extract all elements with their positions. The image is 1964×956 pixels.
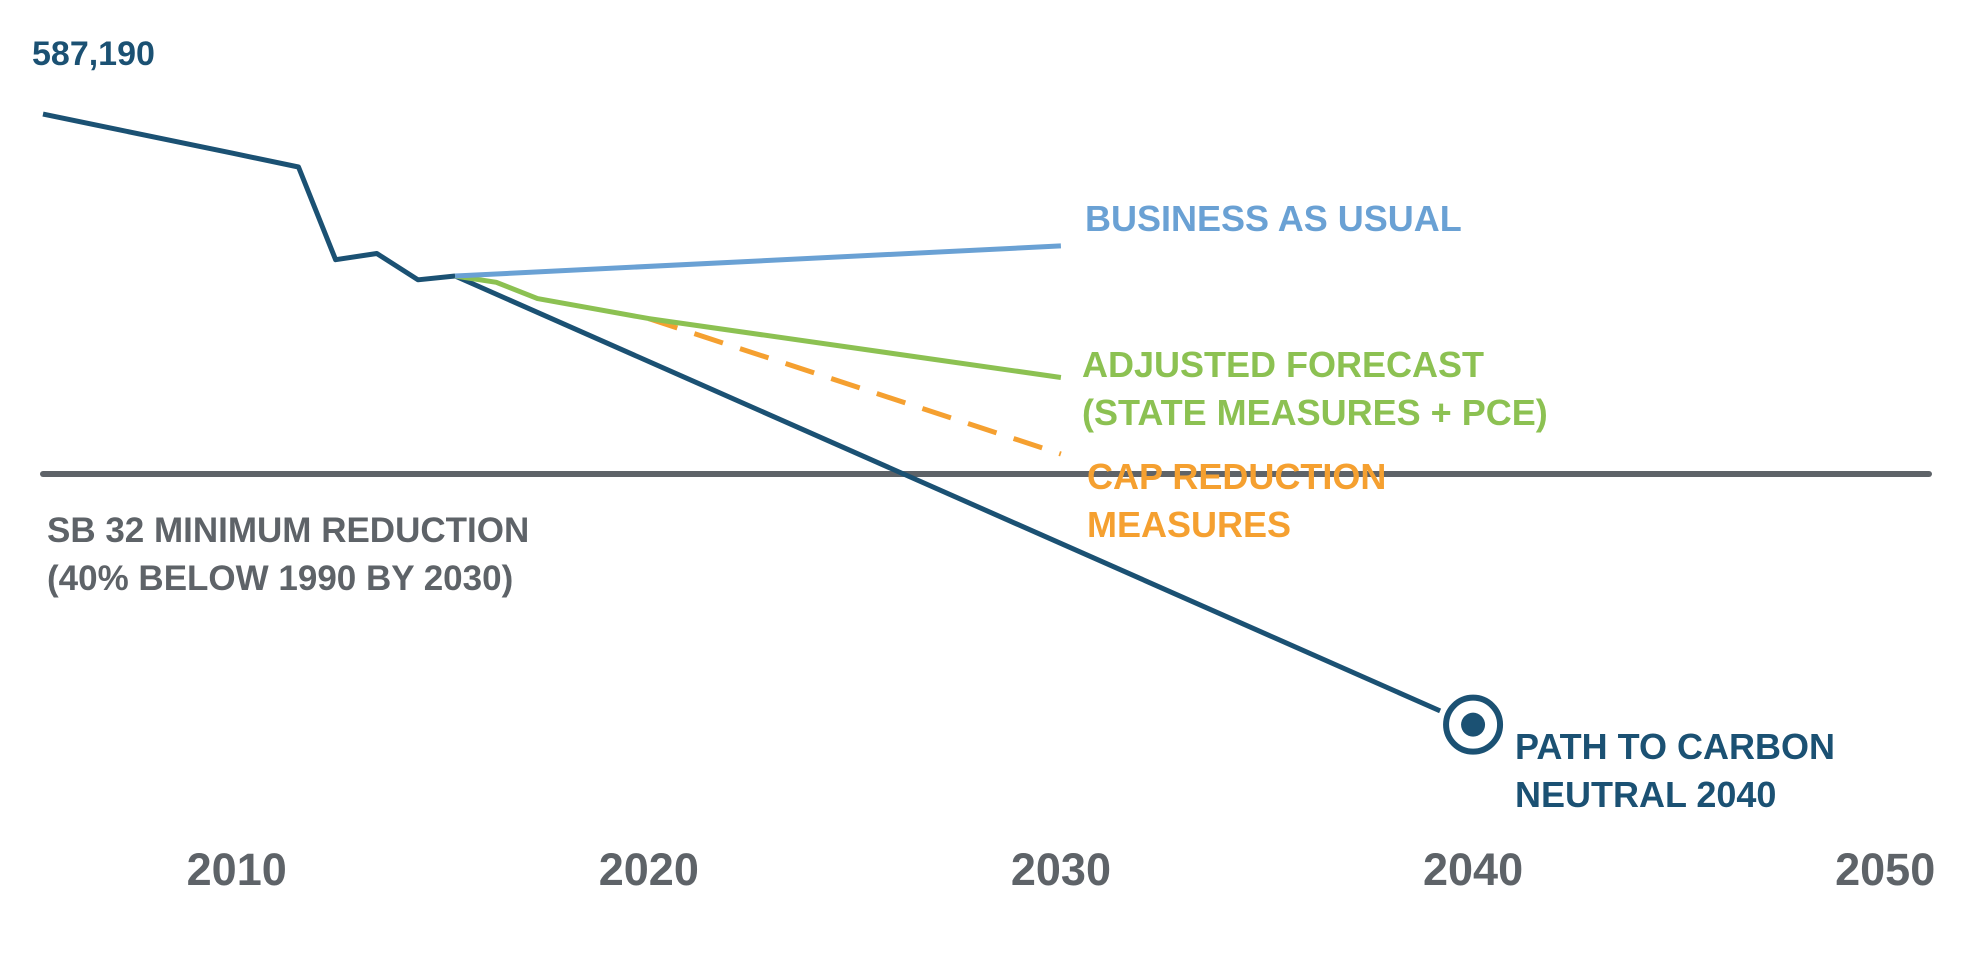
adjusted-forecast-line	[454, 273, 1062, 380]
adjusted-forecast-label-line: (STATE MEASURES + PCE)	[1082, 392, 1548, 433]
cap-reduction-measures-label-line: CAP REDUCTION	[1087, 456, 1386, 497]
business-as-usual-label: BUSINESS AS USUAL	[1085, 198, 1462, 239]
historical-emissions-line	[42, 111, 456, 283]
business-as-usual-label-line: BUSINESS AS USUAL	[1085, 198, 1462, 239]
carbon-neutral-path-label: PATH TO CARBON NEUTRAL 2040	[1515, 726, 1835, 815]
adjusted-forecast-label: ADJUSTED FORECAST (STATE MEASURES + PCE)	[1082, 344, 1548, 433]
carbon-neutral-path-label-line: NEUTRAL 2040	[1515, 774, 1776, 815]
x-tick-label: 2050	[1835, 844, 1935, 895]
sb32-target-label-line: (40% BELOW 1990 BY 2030)	[47, 559, 513, 598]
x-tick-label: 2020	[599, 844, 699, 895]
business-as-usual-line	[454, 243, 1062, 279]
x-tick-label: 2030	[1011, 844, 1111, 895]
sb32-target-label-line: SB 32 MINIMUM REDUCTION	[47, 511, 529, 550]
adjusted-forecast-label-line: ADJUSTED FORECAST	[1082, 344, 1484, 385]
cap-reduction-measures-line	[648, 316, 1062, 457]
start-value-label: 587,190	[32, 35, 155, 73]
carbon-neutral-target-dot	[1461, 712, 1486, 737]
sb32-target-label: SB 32 MINIMUM REDUCTION (40% BELOW 1990 B…	[47, 511, 529, 598]
x-tick-label: 2040	[1423, 844, 1523, 895]
carbon-neutral-path-line	[454, 273, 1442, 714]
cap-reduction-measures-label-line: MEASURES	[1087, 504, 1291, 545]
carbon-neutral-path-label-line: PATH TO CARBON	[1515, 726, 1835, 767]
x-tick-label: 2010	[187, 844, 287, 895]
start-value-label-line: 587,190	[32, 35, 155, 73]
cap-reduction-measures-label: CAP REDUCTION MEASURES	[1087, 456, 1386, 545]
